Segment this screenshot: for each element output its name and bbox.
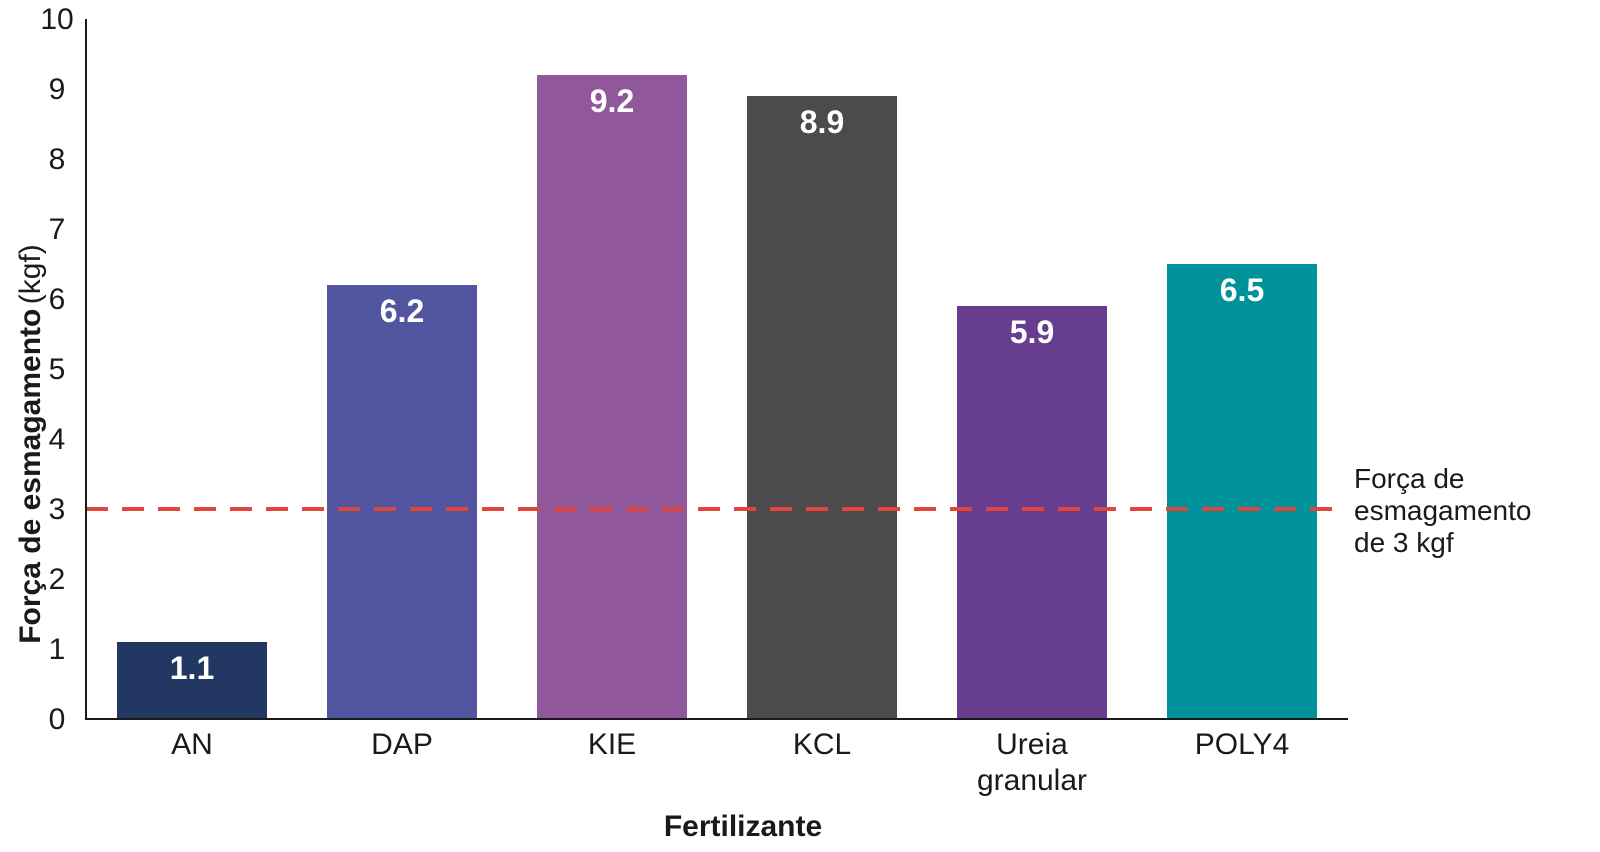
reference-line-group: Força de esmagamento de 3 kgf bbox=[86, 463, 1531, 558]
y-tick-label: 10 bbox=[40, 3, 73, 36]
x-category-label: KCL bbox=[793, 728, 851, 761]
bars: 1.1 6.2 9.2 8.9 5.9 6.5 bbox=[117, 75, 1317, 719]
x-category-label: POLY4 bbox=[1195, 728, 1290, 761]
y-tick-label: 3 bbox=[49, 493, 66, 526]
y-tick-label: 0 bbox=[49, 703, 66, 736]
bar bbox=[117, 642, 267, 719]
y-tick-label: 6 bbox=[49, 283, 66, 316]
y-tick-label: 7 bbox=[49, 213, 66, 246]
x-category-label: KIE bbox=[588, 728, 636, 761]
x-category-label: Ureia granular bbox=[977, 728, 1087, 797]
x-axis-title: Fertilizante bbox=[664, 810, 822, 843]
x-category-label: DAP bbox=[371, 728, 433, 761]
y-tick-label: 4 bbox=[49, 423, 66, 456]
bar-value-label: 1.1 bbox=[170, 650, 214, 686]
y-axis-title-unit: (kgf) bbox=[14, 244, 47, 304]
bar-value-label: 8.9 bbox=[800, 104, 844, 140]
x-axis-categories: AN DAP KIE KCL Ureia granular POLY4 bbox=[171, 728, 1289, 797]
bar-value-label: 6.5 bbox=[1220, 272, 1264, 308]
bar bbox=[1167, 264, 1317, 719]
y-axis-ticks: 0 1 2 3 4 5 6 7 8 9 10 bbox=[40, 3, 73, 736]
y-tick-label: 9 bbox=[49, 73, 66, 106]
reference-line-label: Força de esmagamento de 3 kgf bbox=[1354, 463, 1531, 558]
bar-value-label: 6.2 bbox=[380, 293, 424, 329]
y-tick-label: 5 bbox=[49, 353, 66, 386]
y-tick-label: 8 bbox=[49, 143, 66, 176]
y-axis-title-main: Força de esmagamento bbox=[14, 309, 47, 644]
y-tick-label: 1 bbox=[49, 633, 66, 666]
bar bbox=[537, 75, 687, 719]
axes bbox=[85, 19, 1348, 720]
bar-value-label: 9.2 bbox=[590, 83, 634, 119]
y-tick-label: 2 bbox=[49, 563, 66, 596]
svg-text:Força de esmagamento (k: Força de esmagamento (kgf) bbox=[14, 244, 47, 644]
bar bbox=[327, 285, 477, 719]
bar bbox=[957, 306, 1107, 719]
bar bbox=[747, 96, 897, 719]
x-category-label: AN bbox=[171, 728, 213, 761]
bar-value-label: 5.9 bbox=[1010, 314, 1054, 350]
y-axis-title: Força de esmagamento (kgf) bbox=[14, 244, 47, 644]
